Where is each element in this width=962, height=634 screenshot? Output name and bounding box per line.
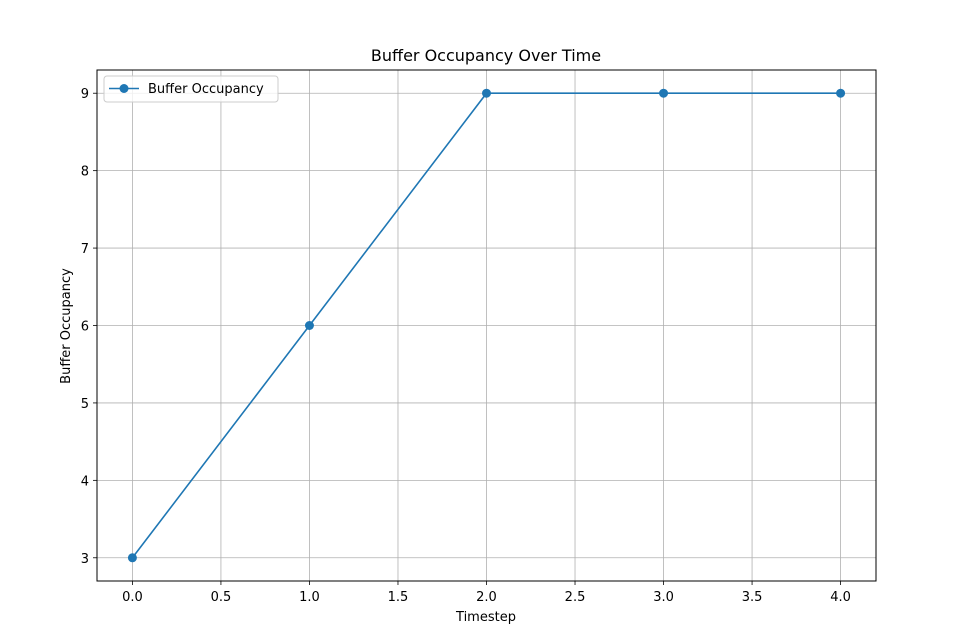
x-axis-label: Timestep	[455, 610, 516, 625]
legend-marker-swatch	[119, 84, 129, 93]
x-tick-label: 1.0	[299, 590, 320, 605]
legend-label: Buffer Occupancy	[148, 82, 264, 97]
y-tick-label: 6	[81, 320, 89, 335]
x-tick-label: 0.5	[211, 590, 232, 605]
x-tick-label: 4.0	[830, 590, 851, 605]
data-point	[836, 88, 846, 98]
x-tick-label: 2.5	[565, 590, 586, 605]
data-point	[482, 88, 491, 98]
chart-title: Buffer Occupancy Over Time	[371, 46, 601, 65]
x-tick-label: 3.5	[742, 590, 763, 605]
x-tick-label: 2.0	[476, 590, 497, 605]
data-point	[659, 88, 669, 98]
y-tick-label: 7	[81, 242, 89, 257]
data-point	[304, 321, 314, 330]
data-point	[127, 553, 137, 563]
legend: Buffer Occupancy	[103, 75, 279, 103]
y-axis-label: Buffer Occupancy	[59, 268, 74, 384]
x-tick-label: 3.0	[653, 590, 674, 605]
y-tick-label: 8	[81, 165, 89, 180]
y-tick-label: 5	[81, 397, 89, 412]
axis-ticks: 0.0 0.5 1.0 1.5 2.0 2.5 3.0 3.5 4.0 3 4 5 6 7 8 9	[81, 87, 851, 605]
y-tick-label: 3	[81, 552, 89, 567]
y-tick-label: 9	[81, 87, 89, 102]
plot-frame	[96, 69, 877, 582]
grid	[97, 70, 876, 581]
x-tick-label: 0.0	[122, 590, 143, 605]
x-tick-label: 1.5	[388, 590, 409, 605]
legend-box	[103, 75, 279, 103]
series-layer	[127, 88, 846, 563]
y-tick-label: 4	[81, 474, 89, 489]
